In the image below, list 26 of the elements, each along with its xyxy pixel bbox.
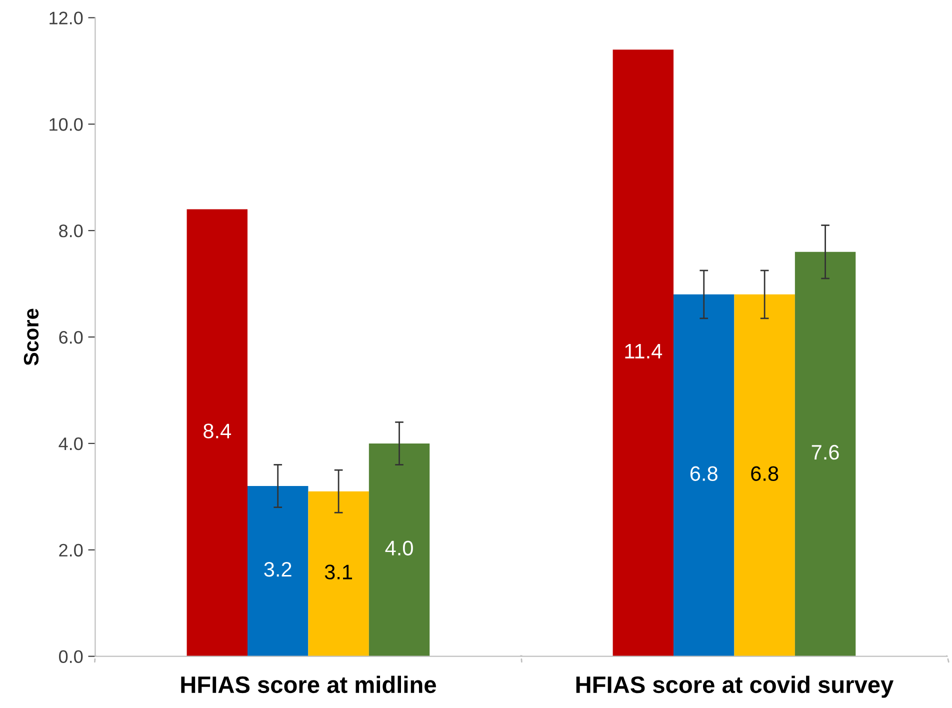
y-axis-title: Score bbox=[24, 308, 39, 366]
bar bbox=[734, 294, 795, 656]
data-label: 7.6 bbox=[812, 444, 839, 460]
data-label: 6.8 bbox=[751, 466, 778, 481]
y-tick-label: 12.0 bbox=[50, 12, 83, 24]
y-tick-label: 4.0 bbox=[58, 437, 83, 450]
y-tick-label: 8.0 bbox=[59, 224, 83, 238]
data-label: 8.4 bbox=[204, 424, 232, 438]
y-tick-label: 10.0 bbox=[50, 118, 83, 131]
bar bbox=[308, 491, 369, 656]
data-label: 4.0 bbox=[385, 540, 413, 556]
bar bbox=[794, 252, 856, 656]
y-tick-label: 2.0 bbox=[59, 544, 83, 557]
data-label: 3.2 bbox=[264, 562, 292, 577]
bar bbox=[368, 443, 430, 656]
x-tick-label: HFIAS score at midline bbox=[181, 676, 436, 694]
y-tick-label: 0.0 bbox=[59, 650, 83, 664]
bar bbox=[674, 294, 734, 656]
y-tick-label: 6.0 bbox=[59, 330, 83, 344]
data-label: 11.4 bbox=[625, 344, 662, 358]
bar bbox=[248, 486, 308, 656]
x-tick-label: HFIAS score at covid survey bbox=[576, 676, 894, 698]
bar bbox=[612, 50, 674, 656]
data-label: 6.8 bbox=[690, 466, 718, 481]
bar bbox=[186, 209, 248, 656]
data-label: 3.1 bbox=[324, 564, 352, 580]
